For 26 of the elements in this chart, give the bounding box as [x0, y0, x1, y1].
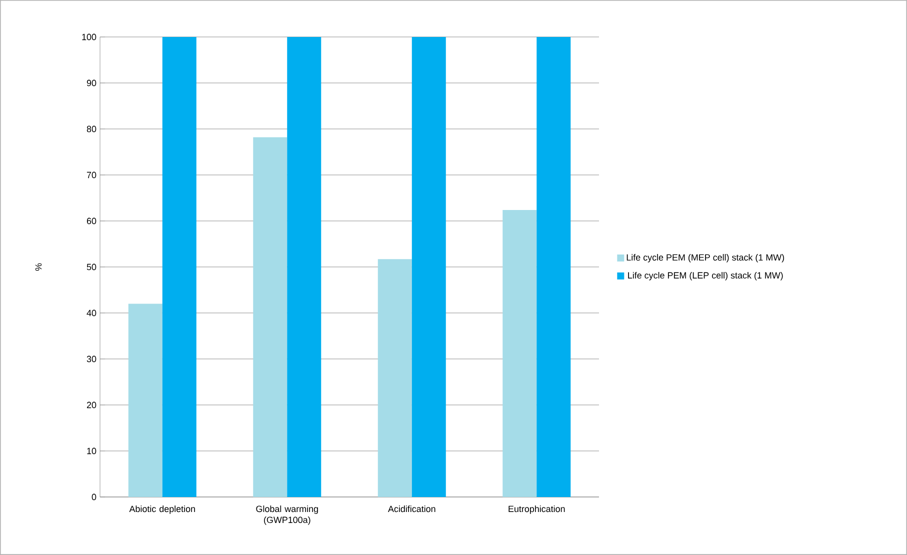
x-tick-label: Eutrophication — [508, 506, 565, 514]
y-tick-label: 90 — [86, 80, 96, 86]
y-tick-label: 30 — [86, 356, 96, 362]
y-tick-label: 40 — [86, 310, 96, 316]
x-tick-label: Acidification — [388, 506, 436, 512]
bar — [287, 36, 322, 497]
bar — [128, 304, 162, 497]
bar — [253, 137, 288, 497]
bar — [162, 36, 196, 497]
x-tick-label: Global warming (GWP100a) — [256, 506, 318, 525]
legend-label: Life cycle PEM (LEP cell) stack (1 MW) — [628, 272, 783, 280]
bar — [378, 259, 412, 497]
y-tick-label: 80 — [86, 126, 96, 132]
y-tick-label: 0 — [92, 494, 96, 500]
y-tick-label: 50 — [86, 264, 96, 270]
y-tick-label: 60 — [86, 218, 96, 224]
bar — [412, 36, 446, 497]
y-tick-label: 10 — [87, 448, 96, 454]
y-tick-label: 70 — [86, 172, 96, 178]
x-tick-label: Abiotic depletion — [129, 506, 195, 514]
y-axis-title: % — [35, 263, 42, 271]
y-tick-label: 100 — [82, 34, 96, 40]
legend-label: Life cycle PEM (MEP cell) stack (1 MW) — [626, 254, 784, 262]
bar — [502, 210, 537, 497]
y-tick-label: 20 — [86, 402, 96, 408]
bar — [536, 36, 571, 497]
